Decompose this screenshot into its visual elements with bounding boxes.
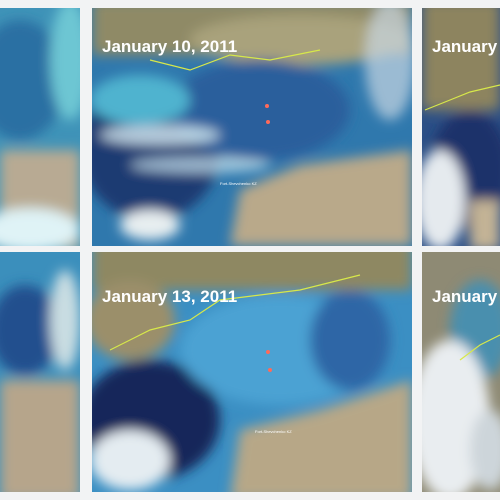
date-label: January — [432, 287, 498, 306]
place-label: Fort-Shevchenko KZ — [220, 181, 257, 186]
satellite-panel — [0, 8, 80, 246]
satellite-panel — [422, 252, 500, 492]
place-label: Fort-Shevchenko KZ — [255, 429, 292, 434]
satellite-panel — [92, 252, 412, 492]
date-label: January — [432, 37, 498, 56]
satellite-panel — [0, 252, 80, 492]
satellite-panel — [422, 8, 500, 246]
date-label: January 13, 2011 — [102, 287, 237, 306]
date-label: January 10, 2011 — [102, 37, 237, 56]
satellite-panel — [92, 8, 412, 246]
